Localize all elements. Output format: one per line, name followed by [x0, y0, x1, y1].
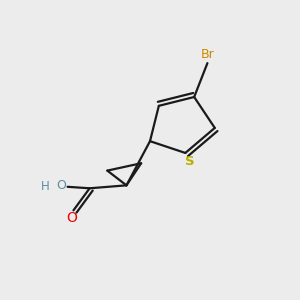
Text: H: H	[41, 180, 50, 193]
Text: Br: Br	[200, 48, 214, 62]
Text: O: O	[67, 211, 77, 225]
Text: S: S	[185, 155, 195, 168]
Text: O: O	[56, 179, 66, 192]
